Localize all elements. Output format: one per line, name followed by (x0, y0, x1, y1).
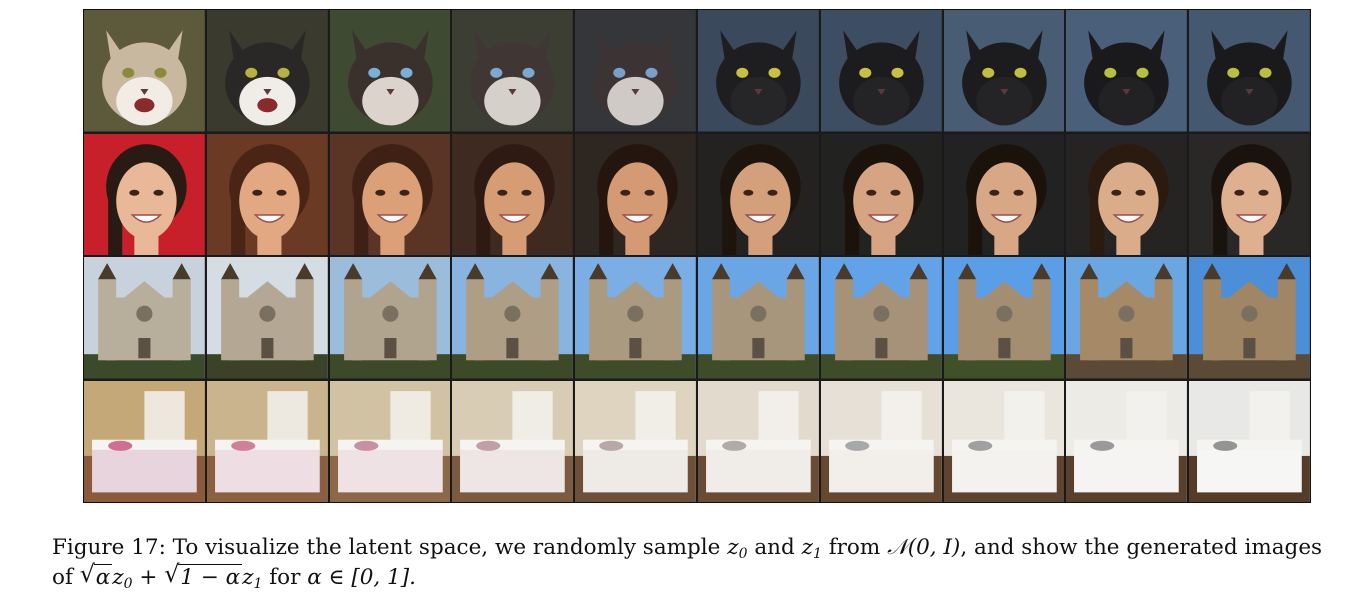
bedrooms-sample-image (1189, 380, 1310, 502)
cats-sample-image (820, 10, 942, 132)
faces-sample-image (820, 133, 942, 255)
bedrooms-sample-image (820, 380, 942, 502)
alpha-range: α ∈ [0, 1]. (307, 565, 416, 590)
churches-sample-image (452, 257, 574, 379)
bedrooms-sample-image (1066, 380, 1188, 502)
churches-sample-image (698, 257, 819, 379)
bedrooms-sample-image (575, 380, 696, 502)
bedrooms-sample-image (84, 380, 205, 502)
faces-sample-image (206, 133, 328, 255)
faces-sample-image (84, 133, 205, 255)
faces-sample-image (943, 133, 1065, 255)
bedrooms-sample-image (452, 380, 574, 502)
caption-line-2: of αz0 + 1 − αz1 for α ∈ [0, 1]. (52, 559, 1352, 593)
cats-sample-image (698, 10, 819, 132)
faces-sample-image (698, 133, 819, 255)
cats-sample-image (329, 10, 451, 132)
faces-sample-image (452, 133, 574, 255)
cats-sample-image (1189, 10, 1310, 132)
churches-sample-image (575, 257, 696, 379)
z1-symbol: z1 (801, 535, 822, 562)
cats-sample-image (84, 10, 205, 132)
faces-sample-image (575, 133, 696, 255)
z0-symbol: z0 (727, 535, 748, 562)
sqrt-alpha: α (80, 559, 113, 593)
cats-sample-image (943, 10, 1065, 132)
faces-sample-image (1189, 133, 1310, 255)
cats-sample-image (575, 10, 696, 132)
churches-sample-image (943, 257, 1065, 379)
bedrooms-sample-image (698, 380, 819, 502)
bedrooms-sample-image (943, 380, 1065, 502)
faces-sample-image (1066, 133, 1188, 255)
churches-sample-image (329, 257, 451, 379)
cats-sample-image (452, 10, 574, 132)
latent-interpolation-grid (83, 9, 1311, 503)
churches-sample-image (820, 257, 942, 379)
cats-sample-image (206, 10, 328, 132)
bedrooms-sample-image (329, 380, 451, 502)
churches-sample-image (1189, 257, 1310, 379)
churches-sample-image (1066, 257, 1188, 379)
cats-sample-image (1066, 10, 1188, 132)
bedrooms-sample-image (206, 380, 328, 502)
normal-distribution: 𝒩(0, I) (887, 535, 961, 560)
churches-sample-image (206, 257, 328, 379)
churches-sample-image (84, 257, 205, 379)
caption-line-1: Figure 17: To visualize the latent space… (52, 535, 1323, 562)
figure-caption: Figure 17: To visualize the latent space… (52, 533, 1352, 593)
sqrt-one-minus-alpha: 1 − α (164, 559, 243, 593)
faces-sample-image (329, 133, 451, 255)
